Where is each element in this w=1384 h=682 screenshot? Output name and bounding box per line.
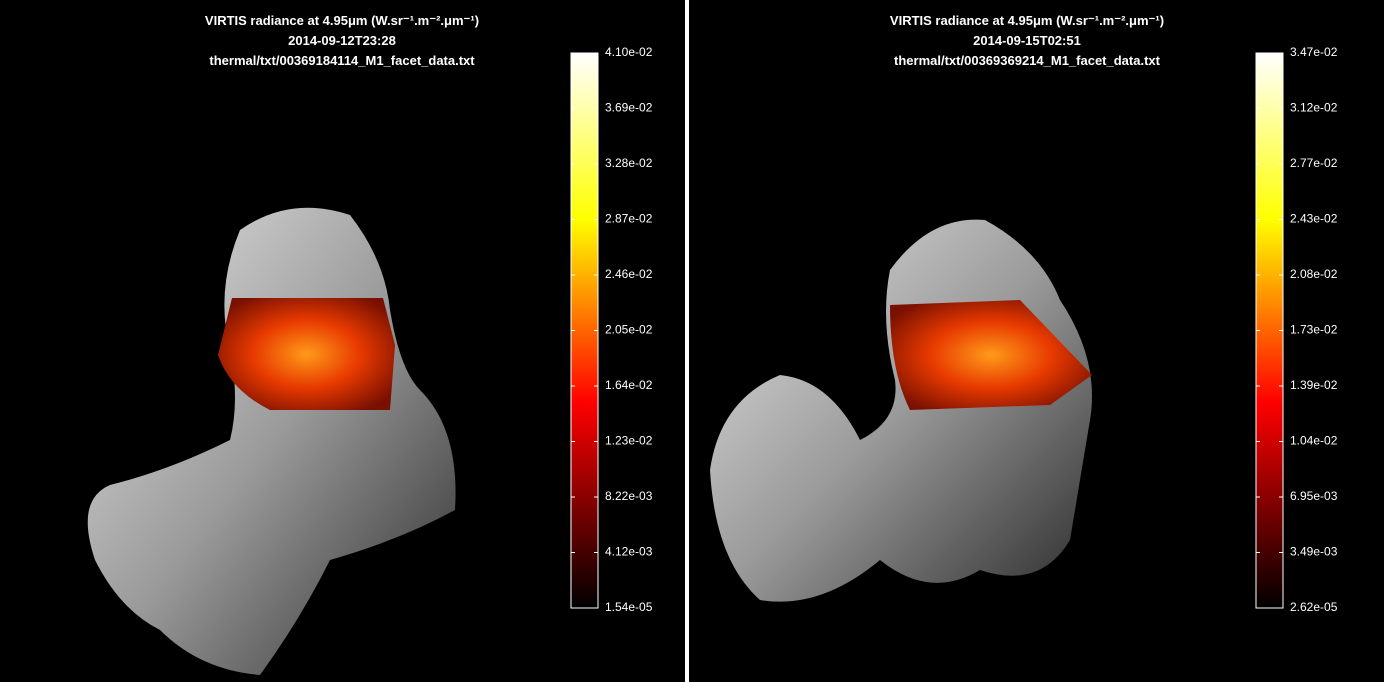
colorbar-label: 3.47e-02	[1290, 45, 1338, 59]
colorbar-label: 2.46e-02	[605, 267, 653, 281]
colorbar-label: 1.64e-02	[605, 378, 653, 392]
thermal-overlay	[890, 300, 1092, 410]
colorbar-label: 2.62e-05	[1290, 600, 1338, 614]
panel-date: 2014-09-12T23:28	[288, 33, 396, 48]
colorbar-label: 1.23e-02	[605, 434, 653, 448]
colorbar-label: 8.22e-03	[605, 489, 653, 503]
colorbar-label: 2.05e-02	[605, 323, 653, 337]
colorbar-label: 1.39e-02	[1290, 378, 1338, 392]
panel-file: thermal/txt/00369369214_M1_facet_data.tx…	[894, 53, 1161, 68]
colorbar-label: 1.54e-05	[605, 600, 653, 614]
colorbar-label: 4.12e-03	[605, 545, 653, 559]
colorbar-label: 2.87e-02	[605, 212, 653, 226]
panel-title: VIRTIS radiance at 4.95μm (W.sr⁻¹.m⁻².μm…	[205, 13, 479, 28]
colorbar-label: 1.73e-02	[1290, 323, 1338, 337]
panel-file: thermal/txt/00369184114_M1_facet_data.tx…	[209, 53, 475, 68]
colorbar-label: 6.95e-03	[1290, 489, 1338, 503]
colorbar	[1255, 52, 1284, 609]
colorbar-label: 2.77e-02	[1290, 156, 1338, 170]
panel-date: 2014-09-15T02:51	[973, 33, 1081, 48]
colorbar-label: 3.12e-02	[1290, 101, 1338, 115]
colorbar-label: 3.49e-03	[1290, 545, 1338, 559]
colorbar-label: 3.69e-02	[605, 101, 653, 115]
colorbar	[570, 52, 599, 609]
panel-title: VIRTIS radiance at 4.95μm (W.sr⁻¹.m⁻².μm…	[890, 13, 1164, 28]
thermal-overlay	[218, 298, 395, 410]
colorbar-label: 2.43e-02	[1290, 212, 1338, 226]
colorbar-label: 3.28e-02	[605, 156, 653, 170]
colorbar-label: 4.10e-02	[605, 45, 653, 59]
colorbar-label: 1.04e-02	[1290, 434, 1338, 448]
colorbar-label: 2.08e-02	[1290, 267, 1338, 281]
